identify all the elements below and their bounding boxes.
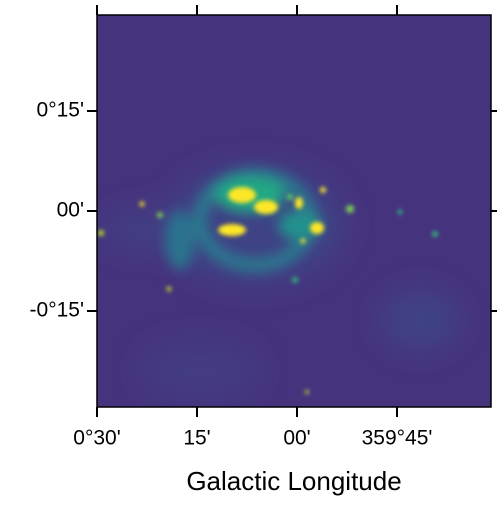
y-tick-label: -0°15' bbox=[30, 299, 84, 322]
x-tick-label: 0°30' bbox=[73, 427, 120, 450]
image bbox=[97, 15, 491, 407]
x-axis-label: Galactic Longitude bbox=[186, 466, 401, 496]
y-tick-label: 0°15' bbox=[37, 99, 84, 122]
x-tick-label: 359°45' bbox=[362, 427, 433, 450]
x-tick-label: 00' bbox=[283, 427, 310, 450]
x-tick-label: 15' bbox=[183, 427, 210, 450]
y-tick-label: 00' bbox=[57, 199, 84, 222]
